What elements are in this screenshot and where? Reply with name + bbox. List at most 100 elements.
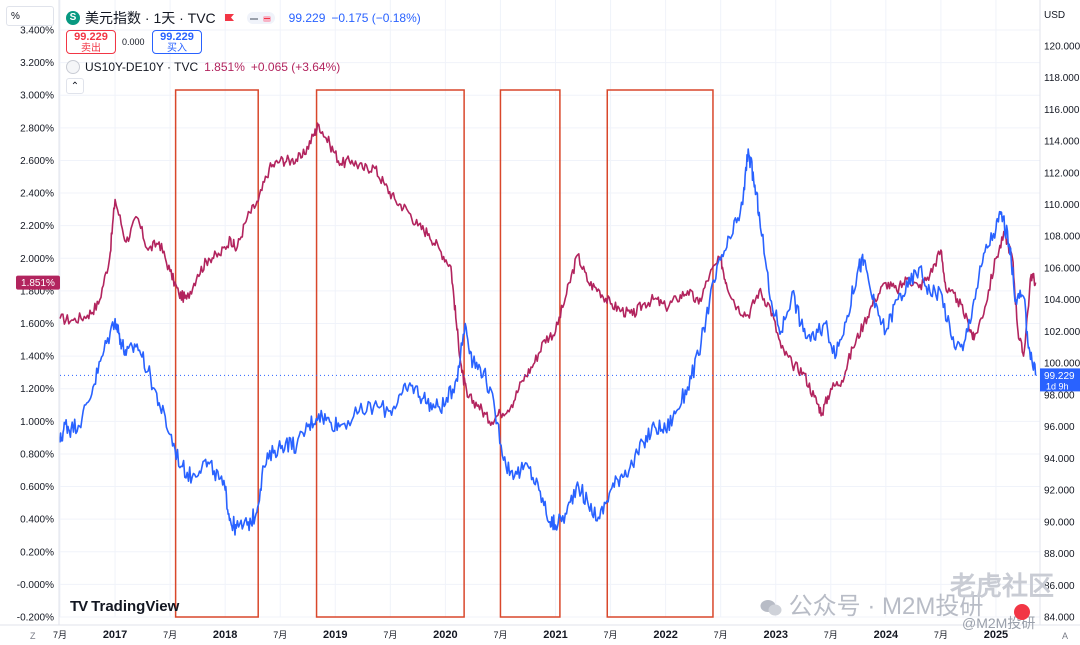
right-tick-label: 106.000 [1044,263,1080,274]
site-logo-icon [1014,604,1030,620]
highlight-boxes [174,89,714,618]
buy-value: 99.229 [160,31,194,43]
buy-button[interactable]: 99.229 买入 [152,30,202,54]
right-last-value-tag [1040,368,1080,392]
left-last-value-text: 1.851% [21,278,55,289]
highlight-box [315,89,465,618]
x-tick-label: 7月 [824,630,838,640]
compare-toggle-icon[interactable] [246,12,275,24]
right-tick-label: 104.000 [1044,295,1080,306]
right-tick-label: 120.000 [1044,41,1080,52]
symbol-icon: S [66,11,80,25]
highlight-box [499,89,561,618]
percent-scale-selector[interactable]: % [6,6,54,26]
x-tick-label: 7月 [493,630,507,640]
left-tick-label: 2.400% [20,189,54,200]
sell-button[interactable]: 99.229 卖出 [66,30,116,54]
right-axis-unit[interactable]: USD [1044,10,1066,21]
left-tick-label: 1.400% [20,352,54,363]
x-tick-label: 7月 [383,630,397,640]
left-tick-label: 3.000% [20,91,54,102]
right-tick-label: 110.000 [1044,200,1080,211]
left-tick-label: 2.800% [20,123,54,134]
x-tick-label: 7月 [934,630,948,640]
right-tick-label: 118.000 [1044,73,1080,84]
left-tick-label: 2.600% [20,156,54,167]
x-tick-label: 2020 [433,629,457,641]
right-last-value-text: 99.229 [1044,371,1075,382]
series2-title[interactable]: US10Y-DE10Y · TVC [85,60,199,74]
right-tick-label: 92.000 [1044,486,1075,497]
x-tick-label: 7月 [714,630,728,640]
left-tick-label: 2.200% [20,221,54,232]
x-tick-label: 2025 [984,629,1008,641]
highlight-box [174,89,259,618]
right-tick-label: 90.000 [1044,517,1075,528]
left-tick-label: 1.200% [20,384,54,395]
tradingview-text: TradingView [91,598,180,615]
symbol-price: 99.229 [288,11,326,25]
symbol-change: −0.175 (−0.18%) [331,11,421,25]
x-tick-label: 7月 [163,630,177,640]
right-tick-label: 112.000 [1044,168,1080,179]
right-tick-label: 96.000 [1044,422,1075,433]
left-last-value-tag [16,275,60,290]
right-tick-label: 114.000 [1044,137,1080,148]
left-tick-label: 3.400% [20,26,54,37]
x-tick-label: 2024 [874,629,899,641]
series2-change: +0.065 (+3.64%) [250,60,341,74]
wechat-watermark: 公众号 · M2M投研 [760,586,983,621]
left-tick-label: 0.400% [20,515,54,526]
main-symbol-legend: S 美元指数 · 1天 · TVC 99.229 −0.175 (−0.18%) [66,8,421,28]
right-tick-label: 86.000 [1044,581,1075,592]
x-tick-label: 7月 [273,630,287,640]
buy-label: 买入 [167,43,187,54]
zoom-corner-label[interactable]: Z [30,631,36,641]
grid [59,0,1040,618]
flag-icon[interactable] [224,13,235,24]
left-tick-label: 1.600% [20,319,54,330]
sell-value: 99.229 [74,31,108,43]
wechat-watermark-text: 公众号 · M2M投研 [788,593,984,620]
right-tick-label: 98.000 [1044,390,1075,401]
right-last-value-countdown: 1d 9h [1046,381,1069,391]
wechat-icon [760,599,782,616]
x-tick-label: 7月 [53,630,67,640]
right-tick-label: 100.000 [1044,359,1080,370]
x-tick-label: 2021 [543,629,567,641]
left-tick-label: -0.200% [17,613,54,624]
x-tick-label: 2018 [213,629,237,641]
left-tick-label: 3.200% [20,58,54,69]
left-tick-label: 1.800% [20,286,54,297]
series2-icon [66,60,80,74]
left-tick-label: 2.000% [20,254,54,265]
series2-legend: US10Y-DE10Y · TVC 1.851% +0.065 (+3.64%) [66,60,340,74]
tradingview-logo[interactable]: TV TradingView [70,598,179,615]
plot-area [60,0,1040,617]
series-lines [59,122,1037,536]
series2-value: 1.851% [204,60,245,74]
tradingview-mark: TV [70,598,88,615]
left-tick-label: 0.800% [20,449,54,460]
handle-watermark: @M2M投研 [962,615,1036,631]
x-tick-label: 2022 [653,629,677,641]
series-line [59,122,1037,427]
left-tick-label: -0.000% [17,580,54,591]
right-tick-label: 116.000 [1044,105,1080,116]
spread-value: 0.000 [122,37,145,47]
left-tick-label: 0.200% [20,547,54,558]
x-tick-label: 2023 [763,629,787,641]
left-tick-label: 1.000% [20,417,54,428]
series-line [59,148,1037,536]
right-tick-label: 88.000 [1044,549,1075,560]
highlight-box [606,89,714,618]
auto-scale-label[interactable]: A [1062,631,1069,641]
x-tick-label: 2017 [103,629,127,641]
symbol-title[interactable]: 美元指数 · 1天 · TVC [85,10,216,26]
right-tick-label: 108.000 [1044,232,1080,243]
right-tick-label: 94.000 [1044,454,1075,465]
left-tick-label: 0.600% [20,482,54,493]
x-tick-label: 2019 [323,629,347,641]
collapse-legend-button[interactable]: ⌃ [66,78,84,94]
